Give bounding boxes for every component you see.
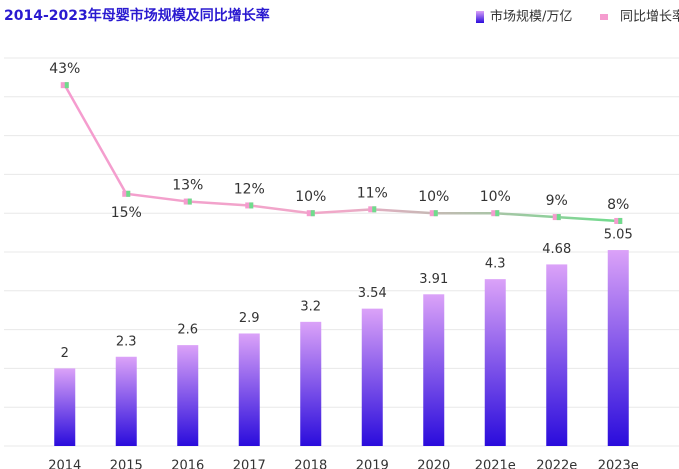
- line-marker-half: [249, 202, 254, 209]
- legend-label: 同比增长率: [620, 9, 679, 25]
- bar-value-label: 5.05: [604, 228, 633, 243]
- x-tick-label: 2017: [233, 459, 266, 469]
- line-value-label: 10%: [480, 189, 511, 205]
- line-marker-half: [495, 210, 500, 217]
- line: [63, 84, 619, 223]
- bar-value-label: 2.6: [177, 323, 198, 338]
- legend-swatch: [600, 14, 608, 20]
- line-value-label: 10%: [418, 189, 449, 205]
- line-marker-half: [64, 82, 69, 89]
- x-tick-label: 2020: [417, 459, 450, 469]
- bar: [54, 368, 76, 446]
- legend-label: 市场规模/万亿: [490, 9, 572, 25]
- line-value-label: 43%: [49, 61, 80, 77]
- line-value-label: 15%: [111, 205, 142, 221]
- bar: [300, 321, 322, 446]
- line-value-label: 11%: [357, 185, 388, 201]
- bar: [177, 345, 199, 446]
- x-tick-label: 2018: [294, 459, 327, 469]
- x-tick-label: 2019: [356, 459, 389, 469]
- line-marker-half: [433, 210, 438, 217]
- x-tick-label: 2021e: [475, 459, 516, 469]
- x-tick-label: 2016: [171, 459, 204, 469]
- line-marker-half: [126, 190, 131, 197]
- bar-value-label: 2: [61, 346, 69, 361]
- x-tick-label: 2014: [48, 459, 81, 469]
- chart-title: 2014-2023年母婴市场规模及同比增长率: [4, 7, 270, 24]
- line-value-label: 9%: [546, 193, 568, 209]
- line-value-label: 12%: [234, 181, 265, 197]
- x-tick-label: 2023e: [598, 459, 639, 469]
- line-value-label: 10%: [295, 189, 326, 205]
- line-marker-half: [310, 210, 315, 217]
- bar-value-label: 3.2: [300, 299, 321, 314]
- bar: [607, 250, 629, 446]
- line-value-label: 13%: [172, 178, 203, 194]
- line-marker-half: [372, 206, 377, 213]
- bar-value-label: 3.54: [358, 286, 387, 301]
- bar-value-label: 3.91: [419, 272, 448, 287]
- bar: [361, 308, 383, 446]
- bar-value-label: 4.3: [485, 257, 506, 272]
- line-marker-half: [187, 198, 192, 205]
- line-marker-half: [556, 214, 561, 221]
- bar: [546, 264, 568, 446]
- legend-swatch: [476, 11, 484, 23]
- x-tick-label: 2022e: [536, 459, 577, 469]
- bar: [238, 333, 260, 446]
- bar: [484, 279, 506, 446]
- bar: [423, 294, 445, 446]
- line-marker-half: [618, 217, 623, 224]
- line-value-label: 8%: [607, 197, 629, 213]
- bar-value-label: 4.68: [542, 242, 571, 257]
- x-tick-label: 2015: [110, 459, 143, 469]
- bar-value-label: 2.3: [116, 334, 137, 349]
- bar-value-label: 2.9: [239, 311, 260, 326]
- bar: [115, 356, 137, 446]
